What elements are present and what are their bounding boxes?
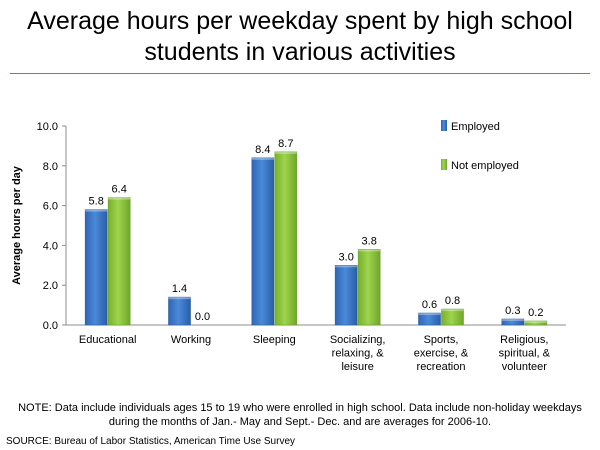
data-label: 0.0 xyxy=(195,311,210,323)
bar-highlight xyxy=(251,157,274,160)
bar-not-employed xyxy=(274,151,298,326)
x-tick-label-line: volunteer xyxy=(502,361,548,373)
bar-highlight xyxy=(418,313,441,316)
x-tick-label-line: leisure xyxy=(341,361,373,373)
bar-highlight xyxy=(441,309,464,312)
bar-highlight xyxy=(501,319,524,322)
x-tick-label-line: Sports, xyxy=(424,334,459,346)
bar-highlight xyxy=(358,249,381,252)
bar-not-employed xyxy=(357,249,381,326)
bar-not-employed xyxy=(107,197,131,326)
x-tick-label: Sports, exercise, & recreation xyxy=(414,334,469,373)
x-tick-label: Socializing, relaxing, & leisure xyxy=(330,334,386,373)
bar-chart: 0.0 2.0 4.0 6.0 8.0 10.0 Average hours per day… xyxy=(11,120,566,373)
bar-highlight xyxy=(335,265,358,268)
x-tick-label-line: Socializing, xyxy=(330,334,386,346)
data-label: 5.8 xyxy=(89,196,104,208)
data-label: 0.8 xyxy=(445,295,460,307)
data-label: 8.7 xyxy=(278,138,293,150)
y-axis-label: Average hours per day xyxy=(11,165,23,285)
data-label: 1.4 xyxy=(172,283,187,295)
bar-employed xyxy=(251,157,275,326)
data-label: 3.8 xyxy=(362,235,377,247)
legend-swatch-not-employed xyxy=(441,159,447,170)
title-divider xyxy=(10,73,590,74)
x-tick-label: Educational xyxy=(79,334,137,346)
x-tick-label-line: spiritual, & xyxy=(499,348,551,360)
bar-not-employed xyxy=(524,320,548,326)
bar-highlight xyxy=(168,297,191,300)
x-tick-label-line: Educational xyxy=(79,334,137,346)
x-tick-label-line: Working xyxy=(171,334,211,346)
data-label: 0.6 xyxy=(422,299,437,311)
data-label: 3.0 xyxy=(339,251,354,263)
chart-note: NOTE: Data include individuals ages 15 t… xyxy=(18,402,582,428)
bar-highlight xyxy=(85,209,108,212)
legend-label-employed: Employed xyxy=(451,121,500,133)
x-tick-label-line: Religious, xyxy=(500,334,548,346)
y-tick-label: 10.0 xyxy=(37,121,58,133)
y-tick-label: 2.0 xyxy=(43,280,58,292)
y-tick-label: 4.0 xyxy=(43,240,58,252)
bar-employed xyxy=(84,209,108,326)
data-label: 8.4 xyxy=(255,144,270,156)
chart-source: SOURCE: Bureau of Labor Statistics, Amer… xyxy=(6,436,295,447)
bar-highlight xyxy=(108,197,131,200)
bar-not-employed xyxy=(441,308,464,326)
bar-employed xyxy=(334,264,358,326)
chart-title: Average hours per weekday spent by high … xyxy=(27,7,573,66)
y-tick-label: 0.0 xyxy=(43,320,58,332)
bar-employed xyxy=(168,296,191,326)
bar-highlight xyxy=(274,151,297,154)
x-tick-label: Sleeping xyxy=(253,334,296,346)
legend-label-not-employed: Not employed xyxy=(451,160,519,172)
x-tick-label: Working xyxy=(171,334,211,346)
x-tick-label-line: Sleeping xyxy=(253,334,296,346)
x-tick-label-line: relaxing, & xyxy=(332,348,385,360)
y-tick-label: 8.0 xyxy=(43,161,58,173)
x-tick-label-line: exercise, & xyxy=(414,348,469,360)
legend-swatch-employed xyxy=(441,120,447,131)
x-tick-label-line: recreation xyxy=(417,361,466,373)
bar-employed xyxy=(501,318,525,326)
y-tick-label: 6.0 xyxy=(43,201,58,213)
bar-highlight xyxy=(524,321,547,324)
data-label: 6.4 xyxy=(112,184,127,196)
x-tick-label: Religious, spiritual, & volunteer xyxy=(499,334,551,373)
data-label: 0.3 xyxy=(505,305,520,317)
bar-employed xyxy=(418,312,441,326)
data-label: 0.2 xyxy=(528,307,543,319)
